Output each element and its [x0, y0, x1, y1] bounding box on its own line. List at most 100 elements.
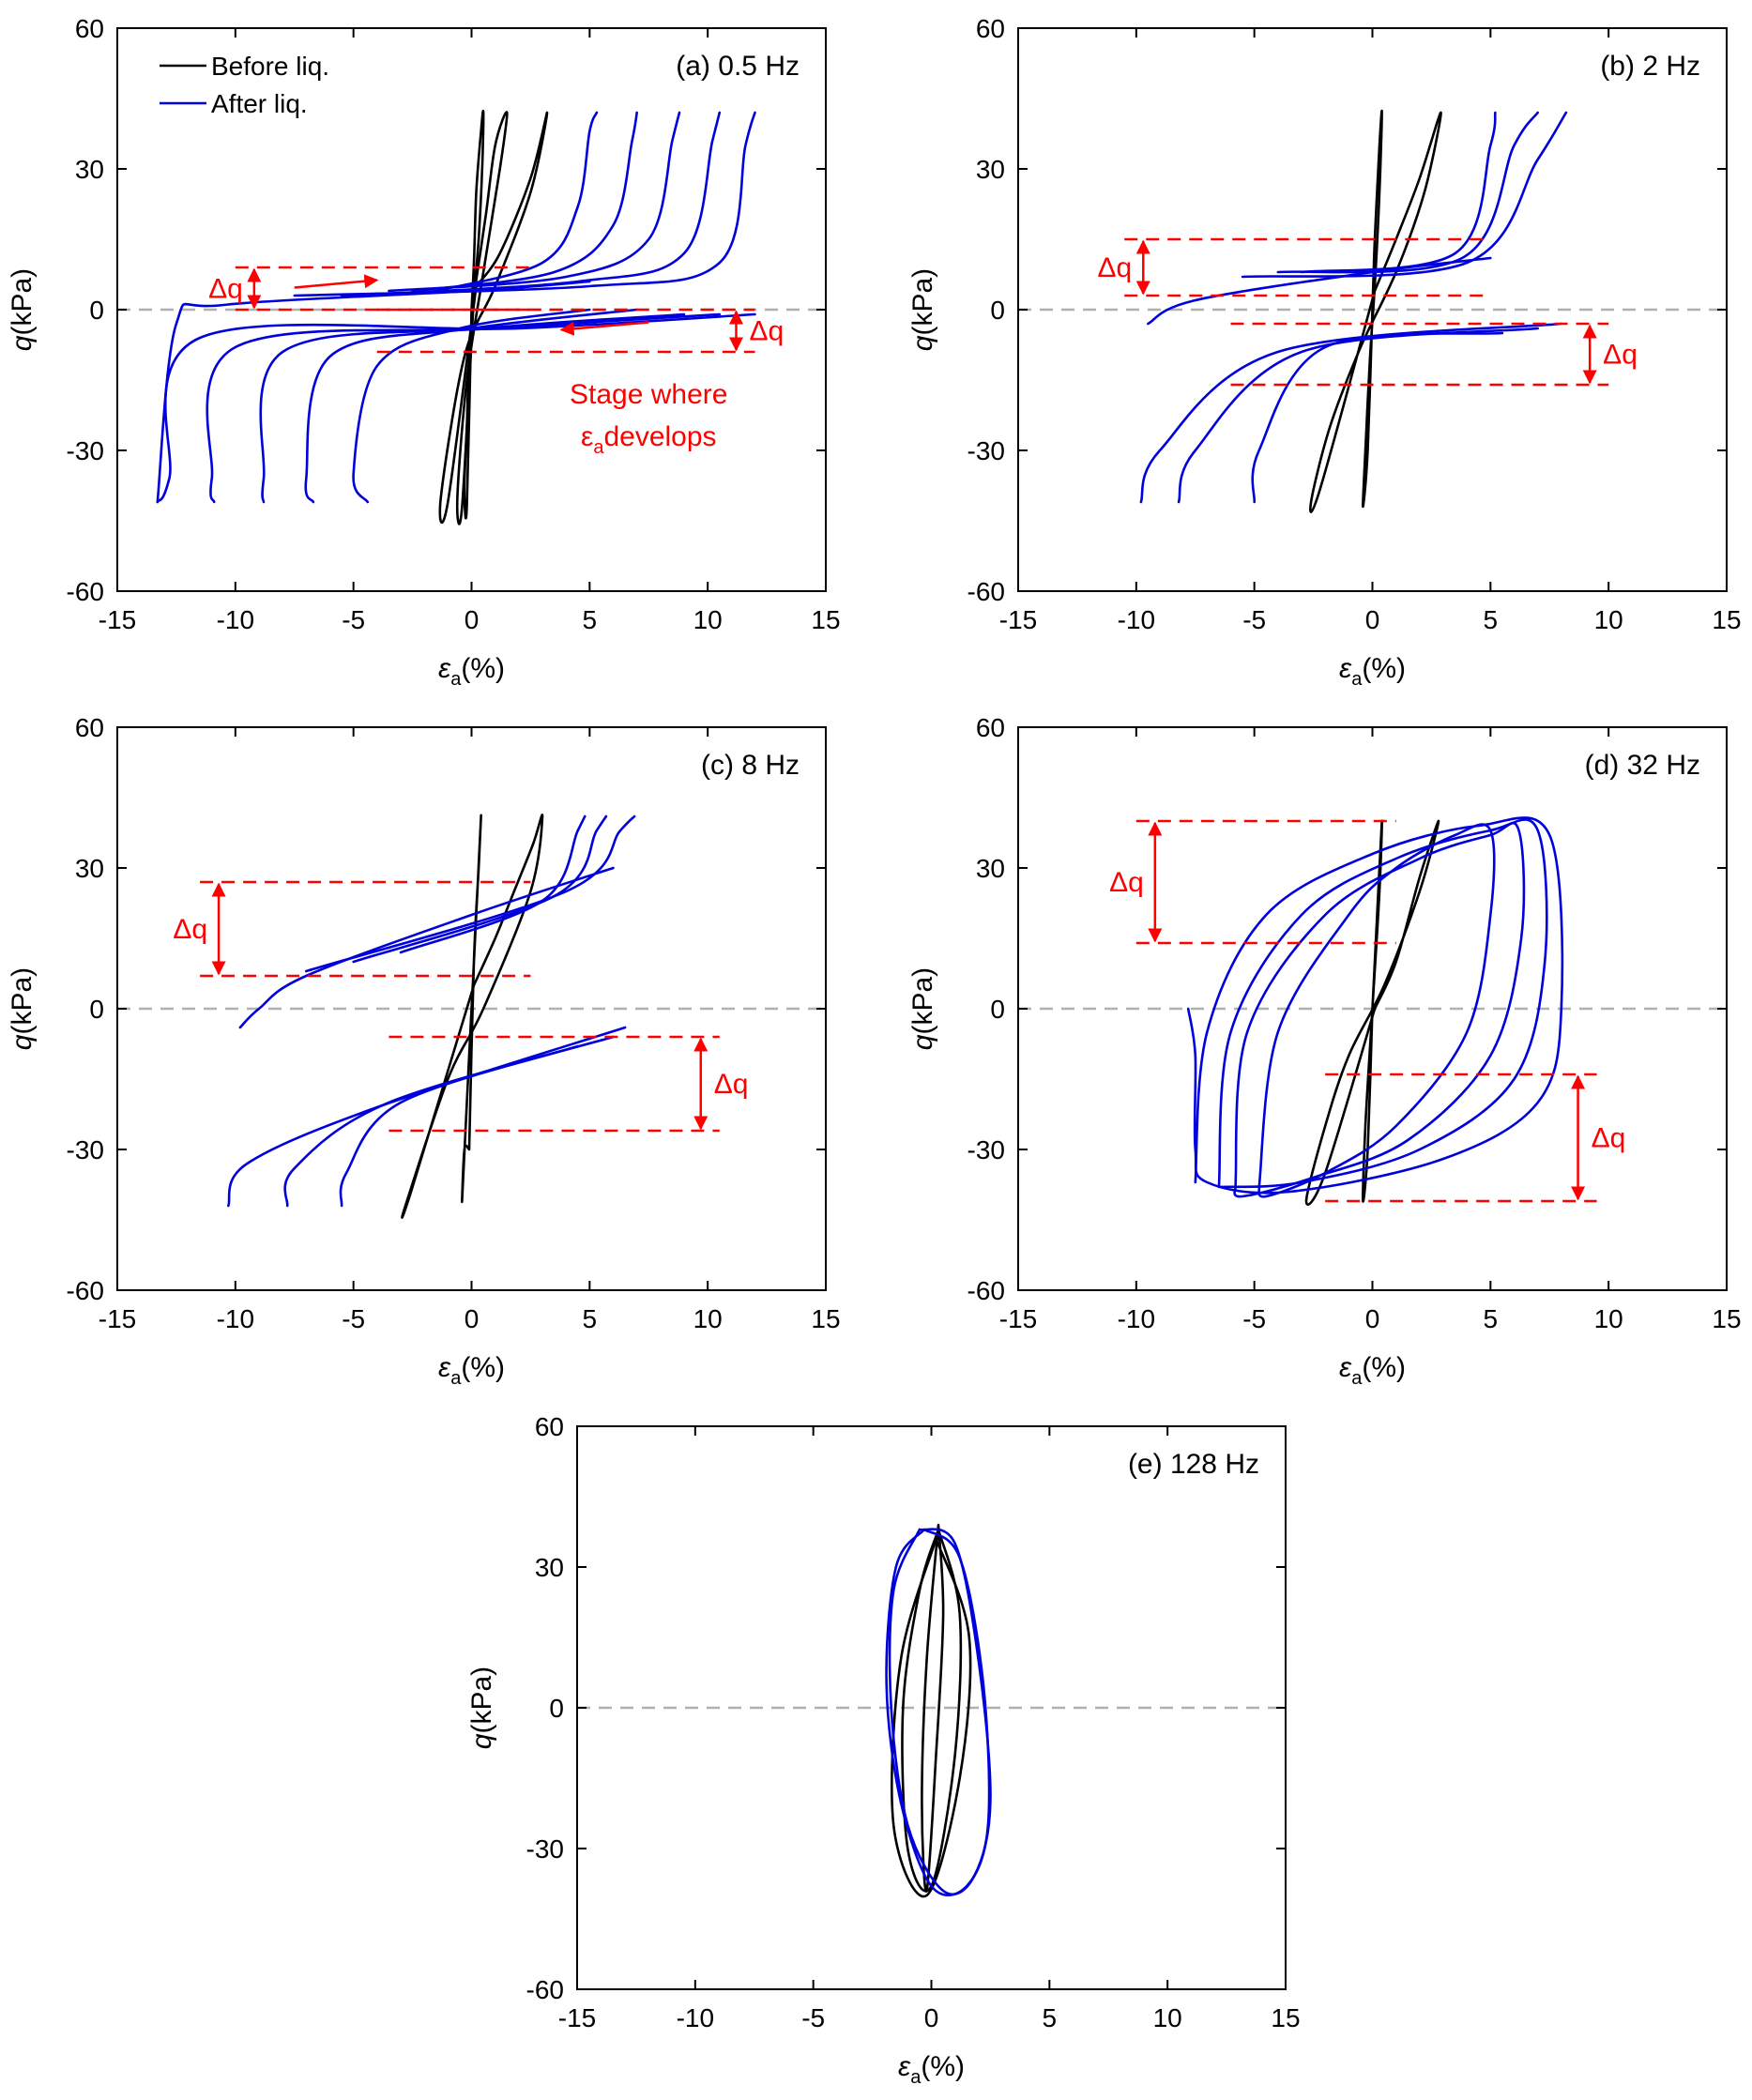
- x-axis-label-symbol: ε: [438, 1352, 451, 1383]
- series-group: [227, 814, 636, 1219]
- x-tick-label: 0: [1365, 1304, 1380, 1333]
- y-tick-label: -30: [67, 436, 104, 465]
- series-after-liq: [1186, 816, 1564, 1195]
- legend: Before liq. After liq.: [160, 52, 329, 118]
- x-axis-label: εa(%): [1339, 653, 1406, 690]
- panel-a: -15 -10 -5 0 5 10 15-60-3003060εa(%)q(kPa)(a) …: [7, 14, 841, 690]
- x-tick-label: 0: [465, 605, 480, 634]
- y-axis-label-unit: (kPa): [466, 1666, 497, 1734]
- x-tick-label: 0: [1365, 605, 1380, 634]
- series-after-liq: [434, 111, 599, 293]
- y-axis-label-symbol: q: [907, 1034, 938, 1050]
- series-before-liq: [438, 111, 549, 525]
- series-before-liq: [1304, 819, 1440, 1206]
- x-axis-label: εa(%): [1339, 1352, 1406, 1389]
- y-tick-label: -30: [967, 436, 1005, 465]
- panel-title: (b) 2 Hz: [1600, 51, 1700, 82]
- x-tick-label: 15: [811, 605, 840, 634]
- y-tick-label: -60: [526, 1975, 564, 2004]
- y-axis-label-symbol: q: [7, 335, 38, 351]
- x-tick-label: 15: [1712, 1304, 1741, 1333]
- x-axis-label-subscript: a: [450, 1368, 462, 1389]
- y-tick-label: -60: [67, 1276, 104, 1305]
- x-tick-label: -15: [999, 1304, 1037, 1333]
- y-tick-label: 60: [75, 713, 104, 742]
- y-tick-label: -60: [67, 577, 104, 606]
- x-tick-label: 10: [1594, 1304, 1623, 1333]
- series-after-liq: [399, 814, 587, 954]
- x-tick-label: 5: [1484, 605, 1499, 634]
- x-axis-label: εa(%): [898, 2051, 965, 2088]
- y-axis-label: q(kPa): [907, 268, 938, 351]
- series-before-liq: [1309, 111, 1442, 513]
- panel-title: (d) 32 Hz: [1585, 750, 1700, 781]
- y-tick-label: -30: [967, 1135, 1005, 1164]
- x-tick-label: -5: [342, 605, 365, 634]
- y-axis-label: q(kPa): [7, 967, 38, 1050]
- y-tick-label: 60: [75, 14, 104, 43]
- y-axis-label: q(kPa): [7, 268, 38, 351]
- series-before-liq: [901, 1528, 963, 1893]
- x-axis-label-unit: (%): [1362, 653, 1406, 684]
- y-tick-label: 30: [976, 155, 1005, 184]
- series-after-liq: [305, 814, 636, 973]
- series-before-liq: [455, 111, 509, 525]
- series-after-liq: [352, 814, 608, 964]
- series-after-liq: [238, 866, 615, 1029]
- series-after-liq: [283, 1035, 615, 1208]
- series-after-liq: [888, 1528, 992, 1896]
- series-before-liq: [891, 1537, 972, 1898]
- direction-arrow-right: [294, 274, 379, 289]
- y-axis-label-unit: (kPa): [7, 967, 38, 1035]
- series-group: [885, 1523, 992, 1898]
- x-tick-label: 10: [1594, 605, 1623, 634]
- x-tick-label: -10: [677, 2003, 714, 2032]
- x-tick-label: 10: [693, 605, 723, 634]
- series-group: [1186, 816, 1564, 1206]
- series-after-liq: [156, 312, 756, 504]
- x-axis-label-symbol: ε: [1339, 1352, 1352, 1383]
- dq-label: Δq: [1098, 252, 1133, 283]
- x-tick-label: -10: [217, 605, 254, 634]
- y-axis-label-unit: (kPa): [907, 268, 938, 336]
- x-axis-label-symbol: ε: [898, 2051, 911, 2082]
- x-tick-label: 15: [1712, 605, 1741, 634]
- series-before-liq: [463, 110, 485, 520]
- x-tick-label: -15: [99, 1304, 136, 1333]
- x-tick-label: 5: [1484, 1304, 1499, 1333]
- series-after-liq: [339, 1044, 580, 1208]
- panel-title: (e) 128 Hz: [1128, 1449, 1259, 1480]
- y-axis-label-symbol: q: [907, 335, 938, 351]
- y-tick-label: 0: [990, 296, 1005, 325]
- series-after-liq: [1217, 818, 1548, 1189]
- x-tick-label: -15: [99, 605, 136, 634]
- y-axis-label-symbol: q: [7, 1034, 38, 1050]
- dq-label: Δq: [714, 1069, 749, 1100]
- series-after-liq: [1147, 256, 1492, 326]
- dq-label: Δq: [1592, 1123, 1626, 1154]
- series-after-liq: [1241, 111, 1568, 279]
- series-after-liq: [259, 312, 686, 504]
- series-after-liq: [1233, 821, 1526, 1198]
- dq-label: Δq: [750, 316, 785, 347]
- series-before-liq: [1362, 109, 1383, 509]
- x-tick-label: -10: [217, 1304, 254, 1333]
- series-after-liq: [1177, 327, 1539, 504]
- x-axis-label-unit: (%): [1362, 1352, 1406, 1383]
- x-axis-label-symbol: ε: [1339, 653, 1352, 684]
- y-tick-label: 0: [89, 296, 104, 325]
- x-tick-label: 5: [1043, 2003, 1058, 2032]
- y-tick-label: 30: [75, 854, 104, 883]
- dq-label: Δq: [1109, 867, 1144, 898]
- x-axis-label-unit: (%): [921, 2051, 965, 2082]
- x-tick-label: -15: [999, 605, 1037, 634]
- x-axis-label: εa(%): [438, 653, 505, 690]
- x-axis-label-unit: (%): [461, 653, 505, 684]
- stage-annotation-line2: εadevelops: [581, 421, 717, 458]
- panel-c: -15 -10 -5 0 5 10 15 -60 -30 0 30 60 εa(%) q(kPa) (c) …: [7, 713, 841, 1389]
- y-tick-label: 0: [549, 1694, 564, 1723]
- x-tick-label: 0: [924, 2003, 939, 2032]
- series-after-liq: [1257, 823, 1496, 1198]
- series-after-liq: [1300, 111, 1497, 274]
- series-after-liq: [206, 312, 722, 504]
